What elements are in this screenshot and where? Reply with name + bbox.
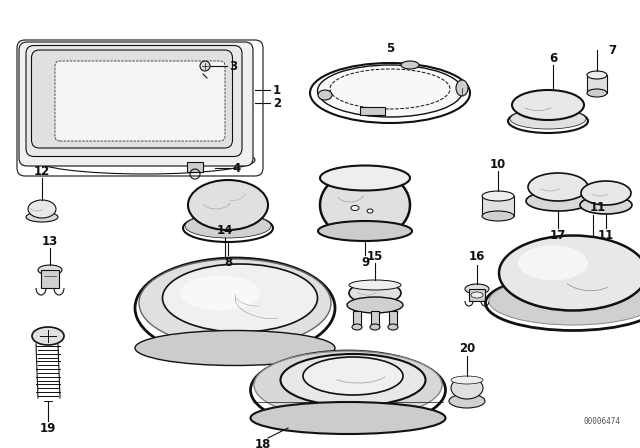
Ellipse shape <box>451 376 483 384</box>
Ellipse shape <box>489 277 640 325</box>
Ellipse shape <box>320 170 410 240</box>
Text: 7: 7 <box>608 43 616 56</box>
Ellipse shape <box>38 265 62 275</box>
Ellipse shape <box>185 214 271 238</box>
Bar <box>41 270 59 288</box>
Text: 11: 11 <box>598 228 614 241</box>
Ellipse shape <box>587 71 607 79</box>
Ellipse shape <box>26 212 58 222</box>
Text: 8: 8 <box>224 255 232 268</box>
Text: 13: 13 <box>42 234 58 247</box>
Ellipse shape <box>163 264 317 332</box>
Bar <box>482 196 514 216</box>
Circle shape <box>200 61 210 71</box>
Text: 20: 20 <box>459 343 475 356</box>
Text: 14: 14 <box>217 224 233 237</box>
Ellipse shape <box>512 90 584 120</box>
Ellipse shape <box>318 221 412 241</box>
FancyBboxPatch shape <box>55 61 225 141</box>
Ellipse shape <box>581 181 631 205</box>
Bar <box>371 311 379 327</box>
Ellipse shape <box>280 354 426 406</box>
Ellipse shape <box>451 377 483 399</box>
Bar <box>187 162 203 172</box>
Ellipse shape <box>367 209 373 213</box>
Bar <box>353 311 361 327</box>
Ellipse shape <box>32 327 64 345</box>
Text: 19: 19 <box>40 422 56 435</box>
Text: 1: 1 <box>273 83 281 96</box>
Ellipse shape <box>28 200 56 218</box>
Text: 11: 11 <box>590 201 606 214</box>
Ellipse shape <box>482 211 514 221</box>
Ellipse shape <box>388 324 398 330</box>
Ellipse shape <box>401 61 419 69</box>
FancyBboxPatch shape <box>31 50 232 148</box>
Text: 17: 17 <box>550 228 566 241</box>
Text: 2: 2 <box>273 96 281 109</box>
FancyBboxPatch shape <box>26 46 242 156</box>
Ellipse shape <box>352 324 362 330</box>
Ellipse shape <box>303 357 403 395</box>
Text: 6: 6 <box>549 52 557 65</box>
Ellipse shape <box>188 180 268 230</box>
Ellipse shape <box>320 165 410 190</box>
Ellipse shape <box>499 236 640 310</box>
Ellipse shape <box>449 394 485 408</box>
Bar <box>469 289 485 301</box>
Ellipse shape <box>347 297 403 313</box>
Text: 15: 15 <box>367 250 383 263</box>
Ellipse shape <box>510 109 586 129</box>
Text: 5: 5 <box>386 42 394 55</box>
Bar <box>360 107 385 115</box>
Bar <box>389 311 397 327</box>
Ellipse shape <box>518 246 588 280</box>
Ellipse shape <box>250 402 445 434</box>
Ellipse shape <box>135 331 335 366</box>
Ellipse shape <box>318 90 332 100</box>
Ellipse shape <box>180 276 260 310</box>
Ellipse shape <box>351 206 359 211</box>
Ellipse shape <box>465 284 489 294</box>
Ellipse shape <box>580 196 632 214</box>
Ellipse shape <box>471 292 483 298</box>
Ellipse shape <box>349 280 401 290</box>
Ellipse shape <box>456 80 468 96</box>
Text: 9: 9 <box>361 257 369 270</box>
Ellipse shape <box>482 191 514 201</box>
Ellipse shape <box>254 351 442 419</box>
Text: 18: 18 <box>255 438 271 448</box>
Text: 3: 3 <box>229 60 237 73</box>
Ellipse shape <box>139 259 331 347</box>
Text: 10: 10 <box>490 158 506 171</box>
FancyBboxPatch shape <box>19 42 253 166</box>
Text: 12: 12 <box>34 164 50 177</box>
Text: 16: 16 <box>469 250 485 263</box>
Bar <box>587 75 607 93</box>
Ellipse shape <box>587 89 607 97</box>
Ellipse shape <box>526 191 590 211</box>
Ellipse shape <box>528 173 588 201</box>
Ellipse shape <box>370 324 380 330</box>
Ellipse shape <box>317 65 463 117</box>
Text: 00006474: 00006474 <box>583 417 620 426</box>
Ellipse shape <box>349 282 401 304</box>
Text: 4: 4 <box>233 161 241 175</box>
